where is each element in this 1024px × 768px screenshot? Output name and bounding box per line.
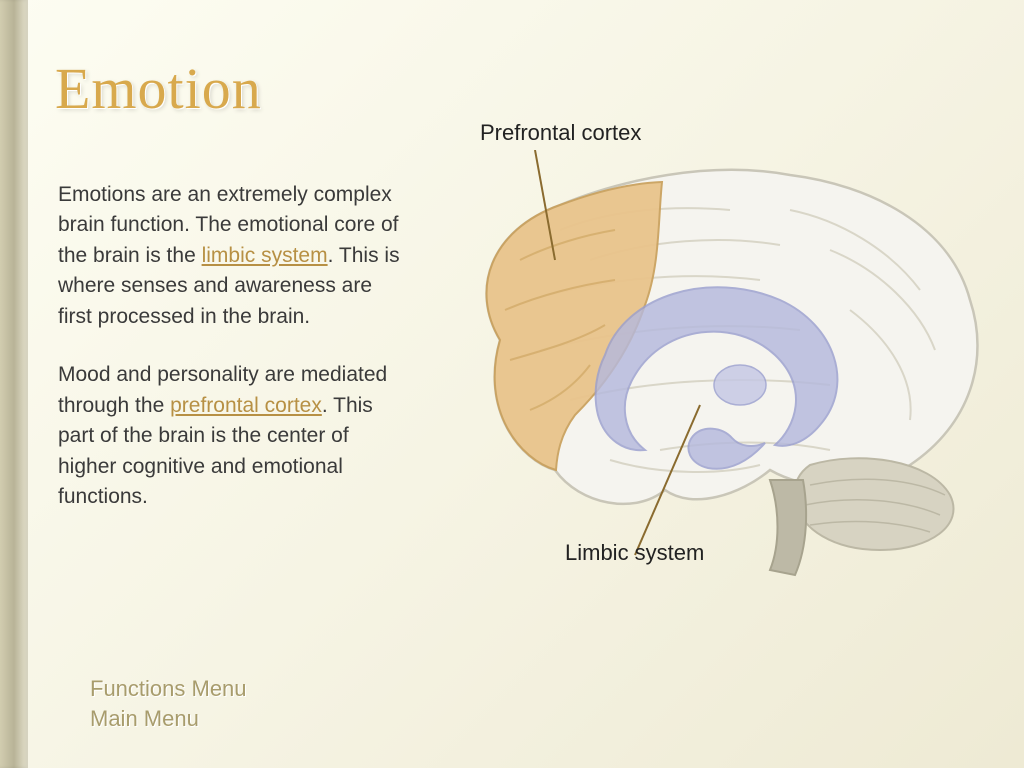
prefrontal-cortex-link[interactable]: prefrontal cortex — [170, 394, 322, 417]
cerebellum-region — [795, 458, 954, 550]
slide-title: Emotion — [55, 55, 262, 122]
left-accent-band — [0, 0, 28, 768]
brain-svg — [410, 150, 1010, 580]
paragraph-1: Emotions are an extremely complex brain … — [58, 180, 408, 332]
label-prefrontal-cortex: Prefrontal cortex — [480, 120, 641, 146]
brain-stem-region — [770, 480, 806, 575]
label-limbic-system: Limbic system — [565, 540, 704, 566]
slide: Emotion Emotions are an extremely comple… — [0, 0, 1024, 768]
body-text: Emotions are an extremely complex brain … — [58, 180, 408, 540]
nav-menu: Functions Menu Main Menu — [90, 676, 247, 736]
functions-menu-link[interactable]: Functions Menu — [90, 676, 247, 702]
limbic-system-link[interactable]: limbic system — [202, 244, 328, 267]
paragraph-2: Mood and personality are mediated throug… — [58, 360, 408, 512]
main-menu-link[interactable]: Main Menu — [90, 706, 247, 732]
brain-diagram: Prefrontal cortex — [410, 120, 1010, 620]
